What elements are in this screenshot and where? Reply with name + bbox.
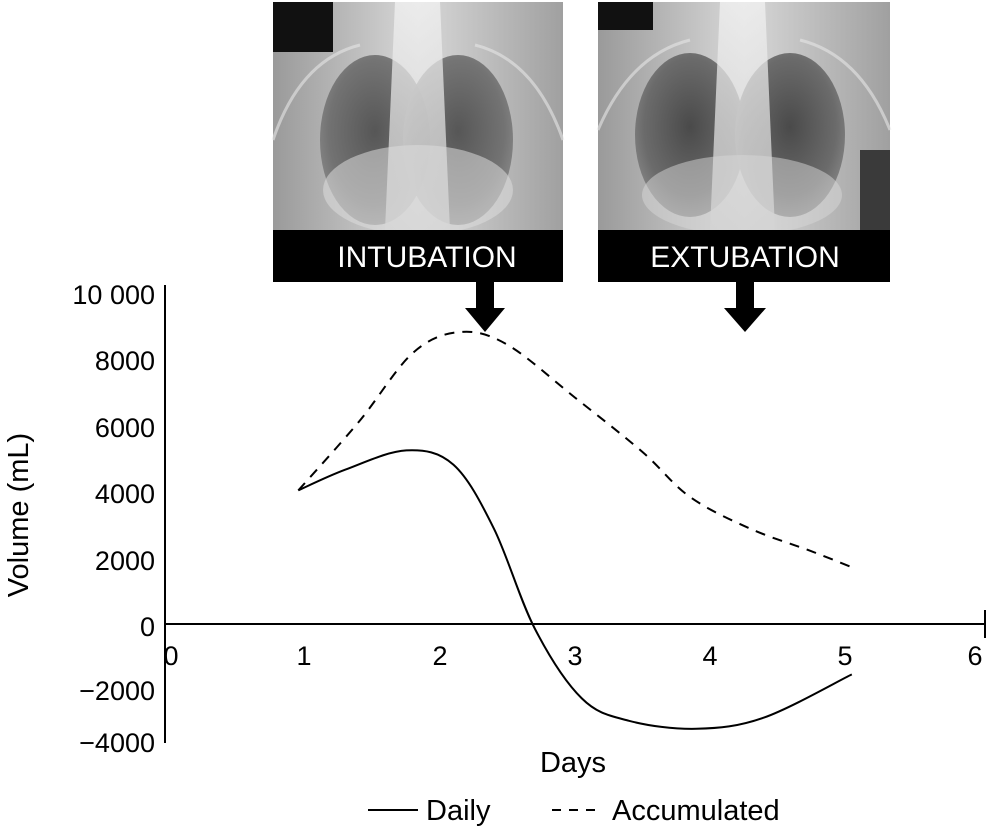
y-tick-label: −2000 [79, 676, 155, 706]
y-tick-label: 6000 [95, 413, 155, 443]
x-axis-title: Days [540, 747, 606, 779]
intubation-label-box [273, 230, 563, 282]
series-layer [297, 330, 853, 730]
y-tick-label: 0 [140, 612, 155, 642]
y-axis-title: Volume (mL) [3, 433, 35, 597]
y-tick-label: −4000 [79, 728, 155, 758]
x-tick-label: 5 [837, 641, 852, 671]
series-line-daily [297, 449, 853, 730]
x-tick-label: 4 [702, 641, 717, 671]
xray-image-intubation [271, 2, 565, 235]
y-tick-label: 2000 [95, 546, 155, 576]
legend-daily-label: Daily [426, 795, 491, 827]
legend: Daily Accumulated [368, 795, 780, 827]
y-tick-label: 10 000 [72, 280, 155, 310]
intubation-label: INTUBATION [337, 241, 516, 274]
y-tick-label: 4000 [95, 479, 155, 509]
xray-image-extubation [596, 2, 892, 235]
extubation-label: EXTUBATION [650, 241, 839, 274]
x-tick-label: 6 [967, 641, 982, 671]
x-tick-label: 0 [163, 641, 178, 671]
x-tick-label: 1 [296, 641, 311, 671]
x-tick-label: 2 [432, 641, 447, 671]
x-tick-label: 3 [567, 641, 582, 671]
extubation-label-box [598, 230, 890, 282]
x-tick-labels: 0 1 2 3 4 5 6 [163, 641, 982, 671]
y-tick-label: 8000 [95, 346, 155, 376]
intubation-arrow-icon [465, 282, 505, 332]
extubation-arrow-icon [724, 282, 766, 332]
legend-accumulated-label: Accumulated [612, 795, 780, 827]
series-line-accumulated [297, 330, 853, 569]
y-tick-labels: 10 000 8000 6000 4000 2000 0 −2000 −4000 [72, 280, 155, 758]
